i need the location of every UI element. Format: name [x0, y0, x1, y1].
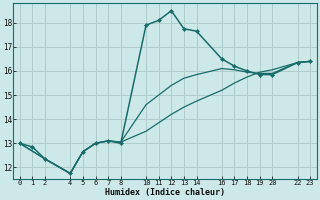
X-axis label: Humidex (Indice chaleur): Humidex (Indice chaleur) [105, 188, 225, 197]
